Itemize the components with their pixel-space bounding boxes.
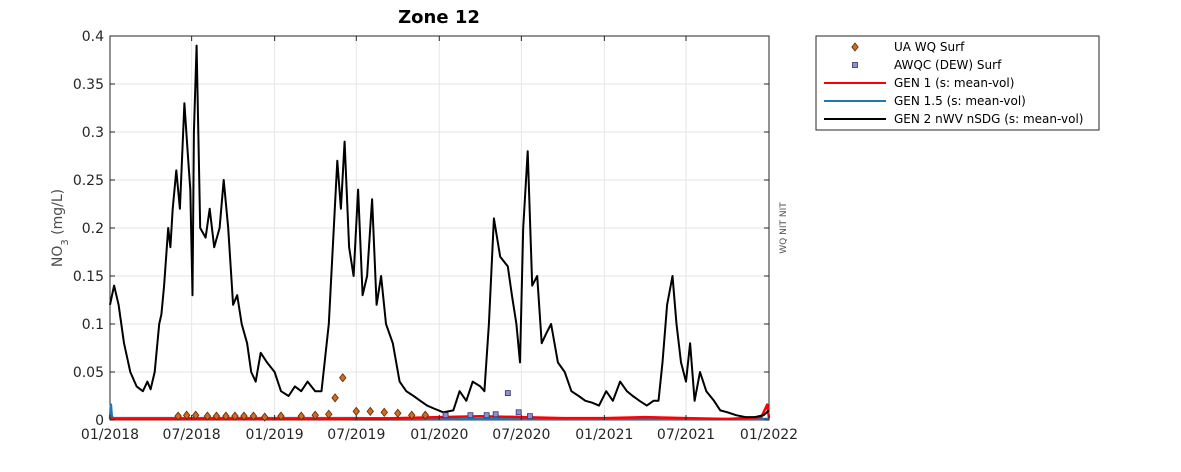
x-tick-label: 07/2019 (327, 427, 385, 443)
series-0-point (231, 411, 239, 421)
y-tick-label: 0 (95, 413, 104, 429)
legend-label-0: UA WQ Surf (894, 40, 965, 54)
series-0-point (352, 406, 360, 417)
series-0-point (325, 409, 333, 419)
y-tick-label: 0.25 (73, 173, 104, 189)
y-tick-label: 0.05 (73, 365, 104, 381)
series-1-point (492, 411, 499, 418)
x-tick-label: 01/2021 (575, 427, 633, 443)
series-0-point (212, 411, 221, 421)
legend: UA WQ Surf AWQC (DEW) Surf GEN 1 (s: mean-… (815, 35, 1100, 131)
y-axis-title-base: NO (50, 246, 66, 268)
series-0-point (277, 411, 285, 421)
series-0-point (380, 407, 388, 417)
legend-label-1: AWQC (DEW) Surf (894, 58, 1002, 72)
legend-label-3: GEN 1.5 (s: mean-vol) (894, 94, 1026, 108)
series-0-point (339, 373, 347, 383)
x-tick-label: 01/2018 (81, 427, 139, 443)
grid-lines (109, 35, 770, 421)
x-tick-label: 01/2020 (410, 427, 468, 443)
y-axis-title: NO3 (mg/L) (50, 189, 71, 267)
y-tick-label: 0.4 (82, 29, 104, 45)
series-0-point (311, 410, 319, 420)
y-axis-title-unit: (mg/L) (50, 189, 66, 239)
series-0-point (203, 411, 212, 421)
series-0-point (182, 410, 191, 420)
legend-swatch-0 (851, 42, 859, 52)
series-1-point (483, 412, 490, 419)
y-tick-label: 0.35 (73, 77, 104, 93)
series-0-point (191, 410, 200, 420)
series-0-point (174, 411, 182, 421)
side-label: WQ NIT NIT (779, 202, 789, 254)
series-0-point (222, 411, 230, 421)
series-4-line (109, 44, 770, 419)
legend-label-4: GEN 2 nWV nSDG (s: mean-vol) (894, 112, 1083, 126)
series-0-point (394, 408, 402, 418)
series-0-point (297, 411, 305, 421)
y-tick-label: 0.1 (82, 317, 104, 333)
series-1-point (515, 409, 522, 416)
x-axis: 01/2018 07/2018 01/2019 07/2019 01/2020 07/20… (81, 36, 798, 443)
legend-label-2: GEN 1 (s: mean-vol) (894, 76, 1014, 90)
chart-title: Zone 12 (398, 7, 480, 28)
series-0-point (261, 412, 269, 422)
x-tick-label: 07/2020 (492, 427, 550, 443)
legend-swatch-1 (852, 62, 858, 68)
y-axis: 0 0.05 0.1 0.15 0.2 0.25 0.3 0.35 0.4 (73, 29, 769, 429)
series-0-point (421, 410, 430, 420)
series-1-point (504, 390, 511, 397)
series-0-point (331, 393, 339, 403)
x-tick-label: 07/2021 (657, 427, 715, 443)
x-tick-label: 01/2019 (246, 427, 304, 443)
series-0-point (366, 406, 374, 417)
y-tick-label: 0.2 (82, 221, 104, 237)
series-0-point (240, 411, 248, 421)
series-1-point (467, 412, 474, 419)
series-1-point (442, 412, 449, 419)
y-tick-label: 0.15 (73, 269, 104, 285)
series-1-point (527, 413, 533, 420)
y-tick-label: 0.3 (82, 125, 104, 141)
series-0-point (249, 411, 258, 421)
legend-box (815, 35, 1100, 131)
x-tick-label: 07/2018 (163, 427, 221, 443)
x-tick-label: 01/2022 (740, 427, 798, 443)
series-0-point (408, 410, 416, 420)
y-axis-title-subscript: 3 (60, 239, 71, 245)
